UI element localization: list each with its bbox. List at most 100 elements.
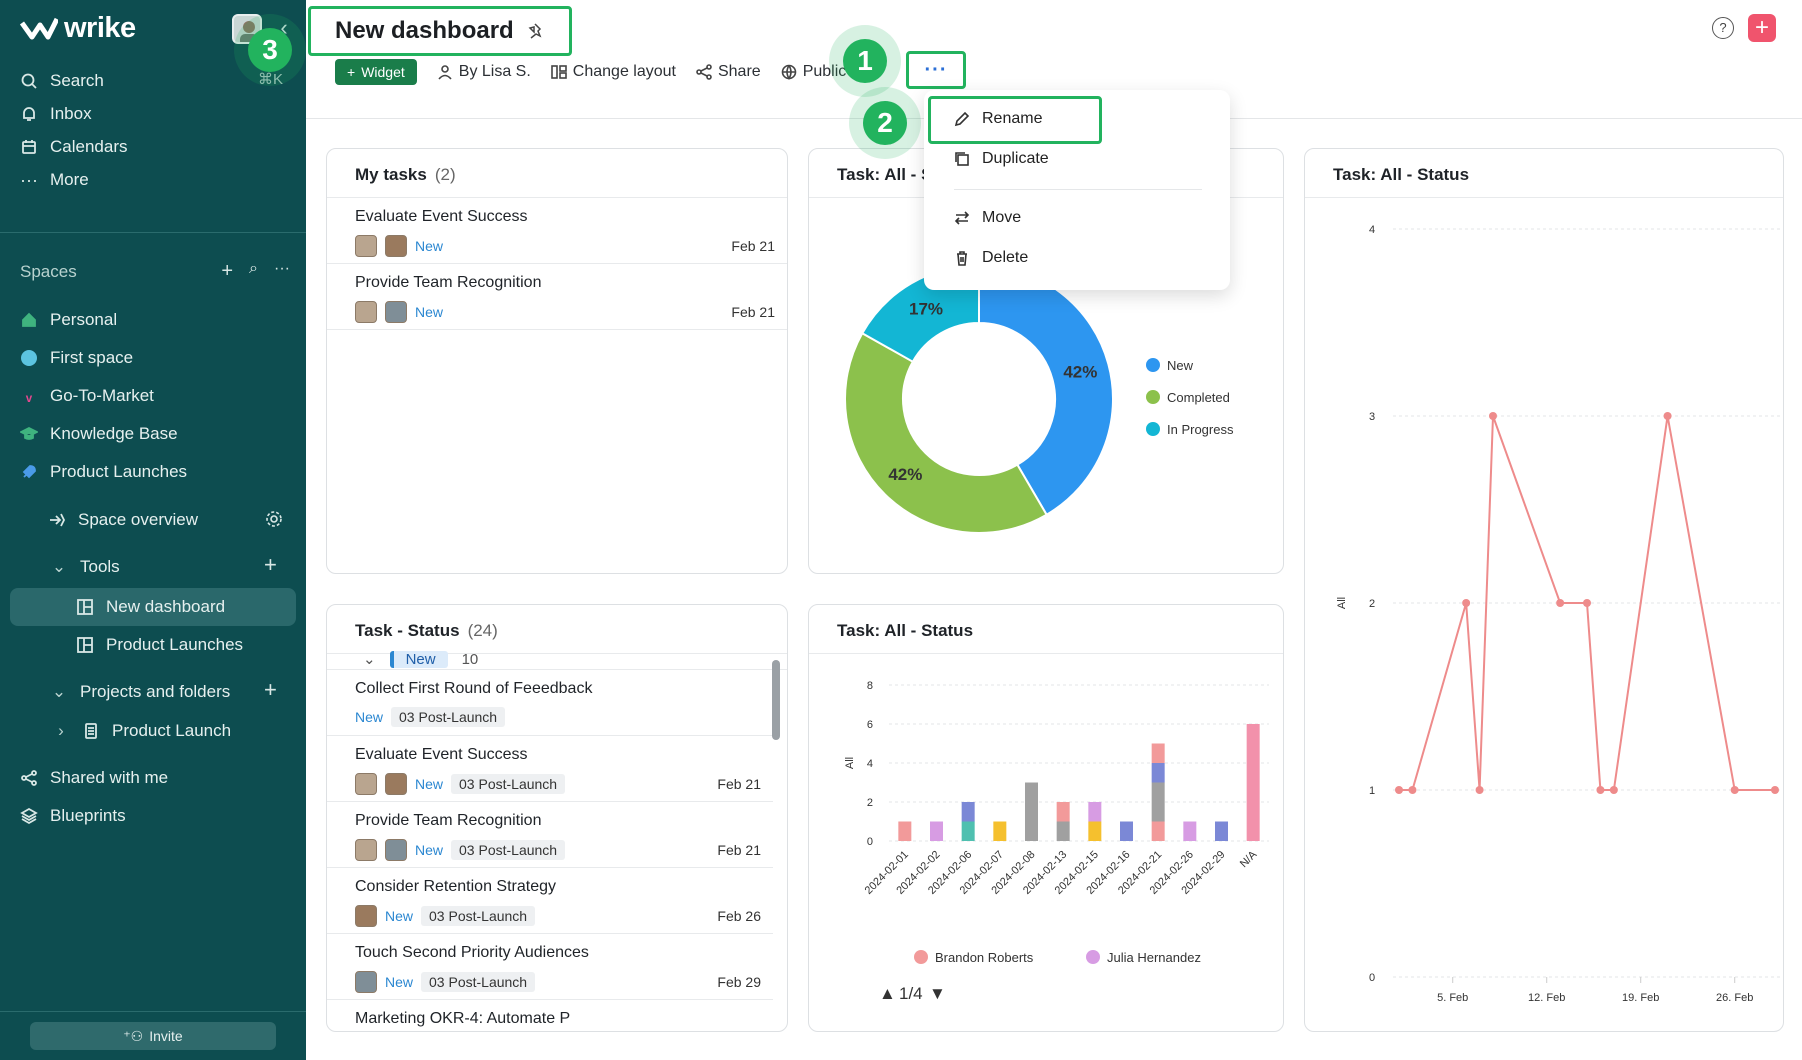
space-settings-gear-icon[interactable] <box>264 509 284 529</box>
task-name[interactable]: Provide Team Recognition <box>355 274 542 291</box>
menu-label: Duplicate <box>982 150 1049 167</box>
home-icon <box>20 311 38 329</box>
bar-segment <box>961 802 975 822</box>
task-row[interactable]: Evaluate Event Success New Feb 21 <box>327 198 787 264</box>
bar-segment <box>993 821 1007 841</box>
tool-label: Product Launches <box>106 635 244 654</box>
legend-marker <box>914 950 928 964</box>
change-layout-button[interactable]: Change layout <box>550 63 676 81</box>
share-button[interactable]: Share <box>696 63 761 81</box>
nav-shared-with-me[interactable]: Shared with me <box>20 763 168 793</box>
global-add-button[interactable]: + <box>1748 14 1776 42</box>
data-point <box>1771 786 1779 794</box>
task-row[interactable]: Touch Second Priority Audiences New 03 P… <box>327 934 773 1000</box>
invite-button[interactable]: ⁺⚇ Invite <box>30 1022 276 1050</box>
share-label: Share <box>717 63 761 80</box>
page-title[interactable]: New dashboard <box>335 17 514 44</box>
y-tick-label: 4 <box>867 758 873 770</box>
data-point <box>1583 599 1591 607</box>
donut-slice <box>978 263 1114 517</box>
y-tick-label: 2 <box>867 797 873 809</box>
data-point <box>1609 786 1618 794</box>
pin-icon[interactable] <box>528 22 546 40</box>
search-spaces-icon[interactable]: ⌕ <box>249 260 259 277</box>
collapse-sidebar-icon[interactable]: ‹ <box>280 15 288 40</box>
menu-delete[interactable]: Delete <box>954 249 1028 267</box>
task-name[interactable]: Evaluate Event Success <box>355 208 528 225</box>
y-tick-label: 0 <box>1369 972 1375 984</box>
nav-more[interactable]: ··· More <box>20 165 89 195</box>
task-row[interactable]: Provide Team Recognition New 03 Post-Lau… <box>327 802 773 868</box>
task-name[interactable]: Consider Retention Strategy <box>355 878 556 895</box>
project-icon <box>82 722 100 740</box>
space-personal[interactable]: Personal <box>20 305 117 335</box>
data-point <box>1475 786 1484 794</box>
help-icon[interactable]: ? <box>1712 17 1734 39</box>
globe-space-icon <box>20 349 38 367</box>
owner-filter[interactable]: By Lisa S. <box>437 63 531 81</box>
bar-segment <box>930 821 943 841</box>
share-icon <box>696 64 712 80</box>
space-go-to-market[interactable]: ᵥ Go-To-Market <box>20 381 154 411</box>
space-first-space[interactable]: First space <box>20 343 133 373</box>
spaces-more-icon[interactable]: ··· <box>274 260 290 277</box>
tools-group[interactable]: ⌄ Tools <box>50 552 120 582</box>
nav-blueprints[interactable]: Blueprints <box>20 801 126 831</box>
space-overview[interactable]: Space overview <box>48 505 198 535</box>
task-name[interactable]: Touch Second Priority Audiences <box>355 944 589 961</box>
bar-segment <box>1151 763 1165 783</box>
menu-label: Rename <box>982 110 1043 127</box>
legend-marker <box>1086 950 1100 964</box>
menu-move[interactable]: Move <box>954 209 1021 227</box>
assignee-avatar <box>385 301 407 323</box>
space-overview-label: Space overview <box>78 510 199 529</box>
menu-rename[interactable]: Rename <box>954 110 1042 128</box>
tool-new-dashboard[interactable]: New dashboard <box>76 592 225 622</box>
space-label: Knowledge Base <box>50 424 178 443</box>
bar-segment <box>1183 821 1197 841</box>
dashboard-icon <box>76 598 94 616</box>
user-avatar[interactable] <box>232 14 262 44</box>
add-tool-icon[interactable]: + <box>264 552 277 577</box>
nav-inbox[interactable]: Inbox <box>20 99 92 129</box>
bar-segment <box>1151 743 1165 763</box>
owner-label: By Lisa S. <box>458 63 531 80</box>
nav-search[interactable]: Search <box>20 66 104 96</box>
space-knowledge-base[interactable]: Knowledge Base <box>20 419 178 449</box>
task-row[interactable]: Evaluate Event Success New 03 Post-Launc… <box>327 736 773 802</box>
task-row[interactable]: Provide Team Recognition New Feb 21 <box>327 264 787 330</box>
space-label: Product Launches <box>50 462 188 481</box>
project-product-launch[interactable]: › Product Launch <box>52 716 231 746</box>
legend-marker <box>1146 390 1160 404</box>
wrike-logo[interactable]: wrike <box>20 12 136 45</box>
add-widget-button[interactable]: + Widget <box>335 59 417 85</box>
x-tick-label: 12. Feb <box>1528 992 1565 1004</box>
nav-calendars[interactable]: Calendars <box>20 132 128 162</box>
pencil-icon <box>954 111 970 127</box>
task-row[interactable]: Marketing OKR-4: Automate P <box>327 1000 773 1031</box>
add-space-icon[interactable]: + <box>221 260 234 282</box>
task-name[interactable]: Evaluate Event Success <box>355 746 528 763</box>
space-product-launches[interactable]: Product Launches <box>20 457 187 487</box>
widget-count: (24) <box>467 621 498 640</box>
group-header[interactable]: ⌄ New 10 <box>363 649 478 669</box>
sidebar-divider <box>0 232 306 233</box>
dashboard-title-highlight[interactable]: New dashboard <box>308 6 572 56</box>
add-project-icon[interactable]: + <box>264 677 277 702</box>
list-scrollbar[interactable] <box>772 660 780 740</box>
task-name[interactable]: Collect First Round of Feeedback <box>355 680 593 697</box>
task-name[interactable]: Marketing OKR-4: Automate P <box>355 1010 571 1027</box>
menu-duplicate[interactable]: Duplicate <box>954 150 1049 168</box>
status-bar-widget: Task: All - Status 0 2 4 6 8 All 2024-02-01 202… <box>808 604 1284 1032</box>
tool-product-launches[interactable]: Product Launches <box>76 630 243 660</box>
widget-title-text: Task - Status <box>355 621 460 640</box>
assignee-avatar <box>385 235 407 257</box>
widget-title-text: My tasks <box>355 165 427 184</box>
bar-segment <box>1056 802 1070 822</box>
task-name[interactable]: Provide Team Recognition <box>355 812 542 829</box>
task-row[interactable]: Collect First Round of Feeedback New 03 … <box>327 670 773 736</box>
bar-segment <box>1056 821 1070 841</box>
projects-folders-group[interactable]: ⌄ Projects and folders <box>50 677 230 707</box>
task-row[interactable]: Consider Retention Strategy New 03 Post-… <box>327 868 773 934</box>
more-options-button[interactable]: ··· <box>906 51 966 89</box>
